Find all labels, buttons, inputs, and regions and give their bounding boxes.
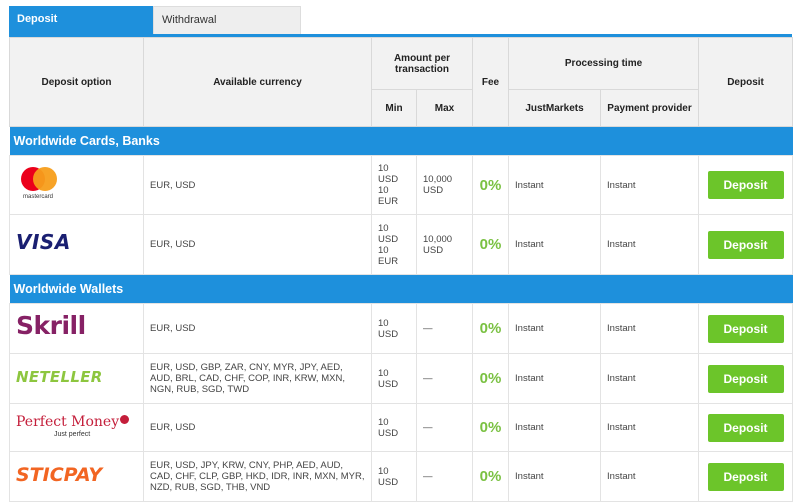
- justmarkets-time-cell: Instant: [508, 451, 602, 502]
- deposit-option-cell: STICPAY: [9, 451, 144, 502]
- deposit-cell: Deposit: [698, 451, 794, 502]
- max-cell: 10,000 USD: [415, 155, 474, 215]
- header-payment-provider: Payment provider: [600, 89, 700, 127]
- perfect-money-wordmark: Perfect Money: [16, 414, 120, 430]
- table-row-sticpay: STICPAY EUR, USD, JPY, KRW, CNY, PHP, AE…: [9, 451, 794, 502]
- tab-withdrawal[interactable]: Withdrawal: [153, 6, 301, 34]
- deposit-cell: Deposit: [698, 155, 794, 215]
- provider-time-cell: Instant: [600, 155, 700, 215]
- currency-cell: EUR, USD, GBP, ZAR, CNY, MYR, JPY, AED, …: [143, 353, 372, 404]
- fee-cell: 0%: [472, 451, 510, 502]
- tab-bar: Deposit Withdrawal: [9, 6, 301, 34]
- deposit-option-cell: mastercard: [9, 155, 144, 215]
- min-cell: 10 USD: [371, 353, 417, 404]
- justmarkets-time-cell: Instant: [508, 353, 602, 404]
- min-cell: 10 USD: [371, 403, 417, 452]
- min-cell: 10 USD: [371, 303, 417, 354]
- deposit-button[interactable]: Deposit: [707, 364, 784, 393]
- table-row-perfect-money: Perfect Money Just perfect EUR, USD 10 U…: [9, 403, 794, 452]
- currency-cell: EUR, USD: [143, 214, 372, 275]
- currency-cell: EUR, USD, JPY, KRW, CNY, PHP, AED, AUD, …: [143, 451, 372, 502]
- section-title: Worldwide Wallets: [9, 274, 793, 304]
- deposit-option-cell: NETELLER: [9, 353, 144, 404]
- max-cell: —: [415, 451, 474, 502]
- min-cell: 10 USD 10 EUR: [371, 155, 417, 215]
- visa-logo: VISA: [16, 230, 71, 254]
- deposit-cell: Deposit: [698, 303, 794, 354]
- perfect-money-logo: Perfect Money Just perfect: [16, 415, 137, 440]
- max-cell: —: [415, 353, 474, 404]
- header-fee: Fee: [472, 37, 510, 127]
- perfect-money-badge-icon: [120, 415, 130, 424]
- header-deposit: Deposit: [698, 37, 794, 127]
- table-row-mastercard: mastercard EUR, USD 10 USD 10 EUR 10,000…: [9, 155, 794, 215]
- provider-time-cell: Instant: [600, 303, 700, 354]
- justmarkets-time-cell: Instant: [508, 214, 602, 275]
- currency-cell: EUR, USD: [143, 403, 372, 452]
- neteller-logo: NETELLER: [16, 368, 103, 386]
- provider-time-cell: Instant: [600, 451, 700, 502]
- currency-cell: EUR, USD: [143, 155, 372, 215]
- mastercard-circles-icon: [18, 167, 58, 191]
- deposit-option-cell: VISA: [9, 214, 144, 275]
- max-cell: —: [415, 403, 474, 452]
- fee-cell: 0%: [472, 303, 510, 354]
- section-header-cards-banks: Worldwide Cards, Banks: [9, 126, 793, 156]
- section-title: Worldwide Cards, Banks: [9, 126, 793, 156]
- max-cell: 10,000 USD: [415, 214, 474, 275]
- header-processing-time: Processing time: [508, 37, 700, 90]
- mastercard-wordmark: mastercard: [22, 194, 53, 200]
- header-amount-per-transaction: Amount per transaction: [370, 37, 474, 90]
- deposit-button[interactable]: Deposit: [707, 314, 784, 343]
- deposit-option-cell: Skrill: [9, 303, 144, 354]
- fee-cell: 0%: [472, 353, 510, 404]
- deposit-cell: Deposit: [698, 214, 794, 275]
- header-min: Min: [371, 89, 417, 127]
- deposit-button[interactable]: Deposit: [707, 171, 784, 199]
- provider-time-cell: Instant: [600, 353, 700, 404]
- payment-methods-table: Deposit option Available currency Amount…: [9, 37, 794, 502]
- header-justmarkets: JustMarkets: [508, 89, 602, 127]
- skrill-logo: Skrill: [16, 311, 86, 340]
- header-max: Max: [415, 89, 474, 127]
- deposit-option-cell: Perfect Money Just perfect: [9, 403, 144, 452]
- deposit-button[interactable]: Deposit: [707, 230, 784, 259]
- justmarkets-time-cell: Instant: [508, 303, 602, 354]
- deposit-button[interactable]: Deposit: [707, 413, 784, 442]
- tab-deposit[interactable]: Deposit: [9, 6, 153, 34]
- sticpay-logo: STICPAY: [16, 463, 103, 486]
- deposit-cell: Deposit: [698, 403, 794, 452]
- table-row-neteller: NETELLER EUR, USD, GBP, ZAR, CNY, MYR, J…: [9, 353, 794, 404]
- deposit-button[interactable]: Deposit: [707, 462, 784, 491]
- min-cell: 10 USD: [371, 451, 417, 502]
- table-row-visa: VISA EUR, USD 10 USD 10 EUR 10,000 USD 0…: [9, 214, 794, 275]
- deposit-cell: Deposit: [698, 353, 794, 404]
- currency-cell: EUR, USD: [143, 303, 372, 354]
- header-deposit-option: Deposit option: [9, 37, 144, 127]
- min-cell: 10 USD 10 EUR: [371, 214, 417, 275]
- table-row-skrill: Skrill EUR, USD 10 USD — 0% Instant Inst…: [9, 303, 794, 354]
- justmarkets-time-cell: Instant: [508, 155, 602, 215]
- fee-cell: 0%: [472, 155, 510, 215]
- justmarkets-time-cell: Instant: [508, 403, 602, 452]
- provider-time-cell: Instant: [600, 214, 700, 275]
- fee-cell: 0%: [472, 214, 510, 275]
- max-cell: —: [415, 303, 474, 354]
- fee-cell: 0%: [472, 403, 510, 452]
- section-header-wallets: Worldwide Wallets: [9, 274, 793, 304]
- mastercard-logo: mastercard: [16, 167, 60, 203]
- header-available-currency: Available currency: [143, 37, 372, 127]
- provider-time-cell: Instant: [600, 403, 700, 452]
- perfect-money-tagline: Just perfect: [54, 431, 91, 438]
- tab-underline: [9, 34, 792, 37]
